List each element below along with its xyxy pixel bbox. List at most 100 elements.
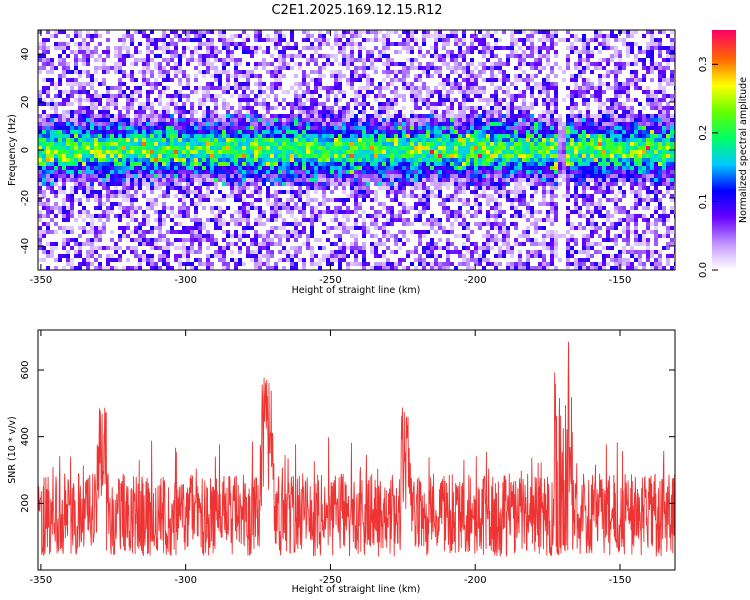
heatmap-cell — [246, 154, 250, 158]
heatmap-cell — [298, 62, 302, 66]
heatmap-cell — [98, 206, 102, 210]
heatmap-cell — [262, 234, 266, 238]
heatmap-cell — [466, 106, 470, 110]
heatmap-cell — [86, 194, 90, 198]
heatmap-cell — [86, 186, 90, 190]
heatmap-cell — [90, 146, 94, 150]
heatmap-cell — [210, 74, 214, 78]
heatmap-cell — [246, 170, 250, 174]
heatmap-cell — [222, 106, 226, 110]
heatmap-cell — [238, 142, 242, 146]
heatmap-cell — [386, 206, 390, 210]
heatmap-cell — [186, 150, 190, 154]
heatmap-cell — [426, 166, 430, 170]
heatmap-cell — [322, 126, 326, 130]
heatmap-cell — [118, 178, 122, 182]
heatmap-cell — [134, 218, 138, 222]
heatmap-cell — [214, 114, 218, 118]
heatmap-cell — [118, 130, 122, 134]
heatmap-cell — [362, 114, 366, 118]
heatmap-cell — [102, 142, 106, 146]
heatmap-cell — [254, 178, 258, 182]
heatmap-cell — [142, 218, 146, 222]
heatmap-cell — [342, 226, 346, 230]
heatmap-cell — [374, 214, 378, 218]
heatmap-cell — [454, 198, 458, 202]
heatmap-cell — [186, 258, 190, 262]
heatmap-cell — [454, 126, 458, 130]
heatmap-cell — [66, 242, 70, 246]
heatmap-cell — [238, 214, 242, 218]
heatmap-cell — [422, 102, 426, 106]
heatmap-cell — [446, 210, 450, 214]
heatmap-cell — [266, 194, 270, 198]
heatmap-cell — [282, 66, 286, 70]
heatmap-cell — [150, 242, 154, 246]
heatmap-cell — [482, 246, 486, 250]
heatmap-cell — [302, 162, 306, 166]
heatmap-cell — [398, 126, 402, 130]
heatmap-cell — [450, 66, 454, 70]
heatmap-cell — [130, 146, 134, 150]
heatmap-cell — [362, 262, 366, 266]
heatmap-cell — [426, 50, 430, 54]
heatmap-cell — [494, 106, 498, 110]
heatmap-cell — [358, 154, 362, 158]
heatmap-cell — [162, 114, 166, 118]
heatmap-cell — [334, 214, 338, 218]
heatmap-cell — [442, 42, 446, 46]
heatmap-cell — [234, 258, 238, 262]
heatmap-cell — [302, 226, 306, 230]
heatmap-cell — [266, 242, 270, 246]
heatmap-cell — [302, 150, 306, 154]
heatmap-cell — [462, 34, 466, 38]
heatmap-cell — [482, 194, 486, 198]
heatmap-cell — [74, 250, 78, 254]
heatmap-cell — [434, 102, 438, 106]
heatmap-cell — [294, 54, 298, 58]
heatmap-cell — [470, 110, 474, 114]
heatmap-cell — [190, 122, 194, 126]
heatmap-cell — [90, 154, 94, 158]
heatmap-cell — [498, 70, 502, 74]
heatmap-cell — [426, 102, 430, 106]
heatmap-cell — [178, 110, 182, 114]
heatmap-cell — [398, 182, 402, 186]
heatmap-cell — [310, 102, 314, 106]
heatmap-cell — [474, 178, 478, 182]
heatmap-cell — [166, 114, 170, 118]
heatmap-cell — [426, 254, 430, 258]
heatmap-cell — [166, 126, 170, 130]
heatmap-cell — [494, 158, 498, 162]
heatmap-cell — [150, 38, 154, 42]
heatmap-cell — [114, 126, 118, 130]
heatmap-cell — [186, 74, 190, 78]
heatmap-cell — [62, 122, 66, 126]
heatmap-cell — [402, 182, 406, 186]
heatmap-cell — [246, 214, 250, 218]
heatmap-cell — [210, 146, 214, 150]
heatmap-cell — [418, 202, 422, 206]
heatmap-cell — [158, 218, 162, 222]
heatmap-cell — [386, 134, 390, 138]
heatmap-cell — [190, 226, 194, 230]
heatmap-cell — [142, 34, 146, 38]
heatmap-cell — [462, 214, 466, 218]
heatmap-cell — [438, 162, 442, 166]
heatmap-cell — [466, 98, 470, 102]
heatmap-cell — [214, 54, 218, 58]
heatmap-cell — [242, 158, 246, 162]
heatmap-cell — [70, 190, 74, 194]
heatmap-cell — [194, 150, 198, 154]
heatmap-cell — [142, 130, 146, 134]
heatmap-cell — [446, 194, 450, 198]
heatmap-cell — [174, 230, 178, 234]
heatmap-cell — [182, 142, 186, 146]
heatmap-cell — [126, 206, 130, 210]
heatmap-cell — [42, 250, 46, 254]
heatmap-cell — [246, 118, 250, 122]
heatmap-cell — [182, 130, 186, 134]
heatmap-cell — [426, 230, 430, 234]
heatmap-cell — [238, 182, 242, 186]
heatmap-cell — [114, 146, 118, 150]
